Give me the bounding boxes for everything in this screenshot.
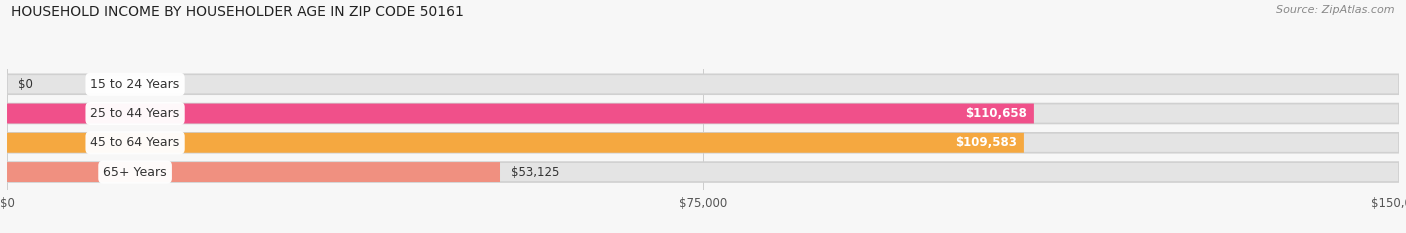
Text: $110,658: $110,658 (965, 107, 1026, 120)
FancyBboxPatch shape (7, 133, 1399, 153)
Text: 65+ Years: 65+ Years (103, 165, 167, 178)
FancyBboxPatch shape (7, 104, 1399, 123)
Text: $0: $0 (18, 78, 32, 91)
Text: HOUSEHOLD INCOME BY HOUSEHOLDER AGE IN ZIP CODE 50161: HOUSEHOLD INCOME BY HOUSEHOLDER AGE IN Z… (11, 5, 464, 19)
FancyBboxPatch shape (7, 133, 1024, 153)
Text: 45 to 64 Years: 45 to 64 Years (90, 136, 180, 149)
Text: 15 to 24 Years: 15 to 24 Years (90, 78, 180, 91)
Text: $109,583: $109,583 (955, 136, 1017, 149)
Text: $53,125: $53,125 (512, 165, 560, 178)
Text: Source: ZipAtlas.com: Source: ZipAtlas.com (1277, 5, 1395, 15)
FancyBboxPatch shape (7, 162, 501, 182)
Text: 25 to 44 Years: 25 to 44 Years (90, 107, 180, 120)
FancyBboxPatch shape (7, 162, 1399, 182)
FancyBboxPatch shape (7, 74, 1399, 94)
FancyBboxPatch shape (7, 104, 1033, 123)
